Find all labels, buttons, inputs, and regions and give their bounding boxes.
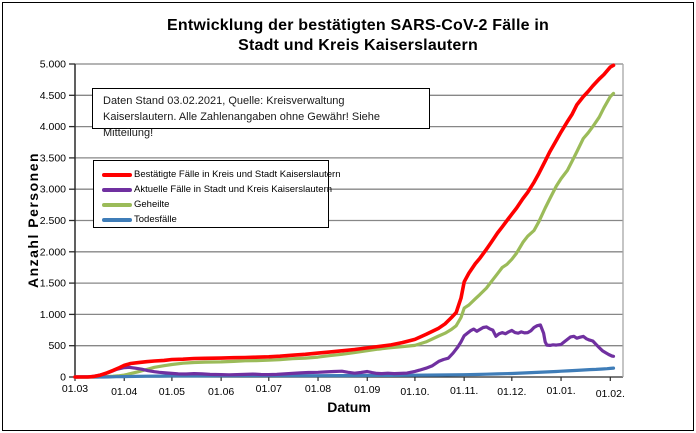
legend-line-swatch [102, 172, 132, 177]
legend-line-swatch [102, 187, 132, 192]
y-tick-label: 3.500 [40, 152, 66, 164]
y-axis-title: Anzahl Personen [25, 151, 41, 289]
y-tick-label: 2.500 [40, 215, 66, 227]
x-tick-label: 01.07 [256, 383, 282, 395]
legend: Bestätigte Fälle in Kreis und Stadt Kais… [93, 160, 340, 228]
legend-label: Geheilte [134, 199, 170, 210]
y-tick-label: 4.000 [40, 121, 66, 133]
legend-line-swatch [102, 217, 132, 222]
legend-item: Aktuelle Fälle in Stadt und Kreis Kaiser… [102, 182, 332, 197]
y-tick-label: 1.500 [40, 278, 66, 290]
x-tick-label: 01.03 [62, 383, 88, 395]
annotation-line-2: Kaiserslautern. Alle Zahlenangaben ohne … [103, 111, 381, 139]
y-tick-label: 0 [60, 372, 66, 384]
x-axis-title: Datum [327, 399, 371, 415]
y-tick-label: 3.000 [40, 184, 66, 196]
series-line-2 [73, 323, 616, 379]
x-tick-label: 01.09 [354, 384, 380, 396]
data-stand-annotation: Daten Stand 03.02.2021, Quelle: Kreisver… [92, 88, 430, 139]
series-line-1 [73, 63, 616, 379]
x-tick-label: 01.08 [305, 383, 331, 395]
x-tick-label: 01.02. [596, 388, 625, 400]
y-tick-label: 1.000 [40, 309, 66, 321]
x-tick-label: 01.11. [450, 385, 478, 397]
x-tick-label: 01.06 [208, 386, 234, 398]
y-tick-label: 2.000 [40, 246, 66, 258]
annotation-line-1: Daten Stand 03.02.2021, Quelle: Kreisver… [103, 95, 345, 107]
y-tick-label: 500 [48, 340, 66, 352]
series-line-4 [73, 366, 616, 379]
x-tick-label: 01.04 [111, 386, 137, 398]
legend-item: Geheilte [102, 197, 328, 212]
legend-item: Bestätigte Fälle in Kreis und Stadt Kais… [102, 167, 340, 182]
legend-line-swatch [102, 202, 132, 207]
y-tick-label: 5.000 [40, 59, 66, 71]
series-line-3 [73, 91, 616, 379]
y-tick-label: 4.500 [40, 90, 66, 102]
x-tick-label: 01.10. [400, 386, 429, 398]
legend-label: Bestätigte Fälle in Kreis und Stadt Kais… [134, 169, 341, 180]
x-tick-label: 01.12. [497, 386, 526, 398]
legend-label: Todesfälle [134, 214, 177, 225]
x-tick-label: 01.05 [159, 386, 185, 398]
chart-title: Entwicklung der bestätigten SARS-CoV-2 F… [167, 17, 549, 54]
legend-label: Aktuelle Fälle in Stadt und Kreis Kaiser… [134, 184, 333, 195]
x-tick-label: 01.01. [546, 385, 575, 397]
legend-item: Todesfälle [102, 212, 328, 227]
